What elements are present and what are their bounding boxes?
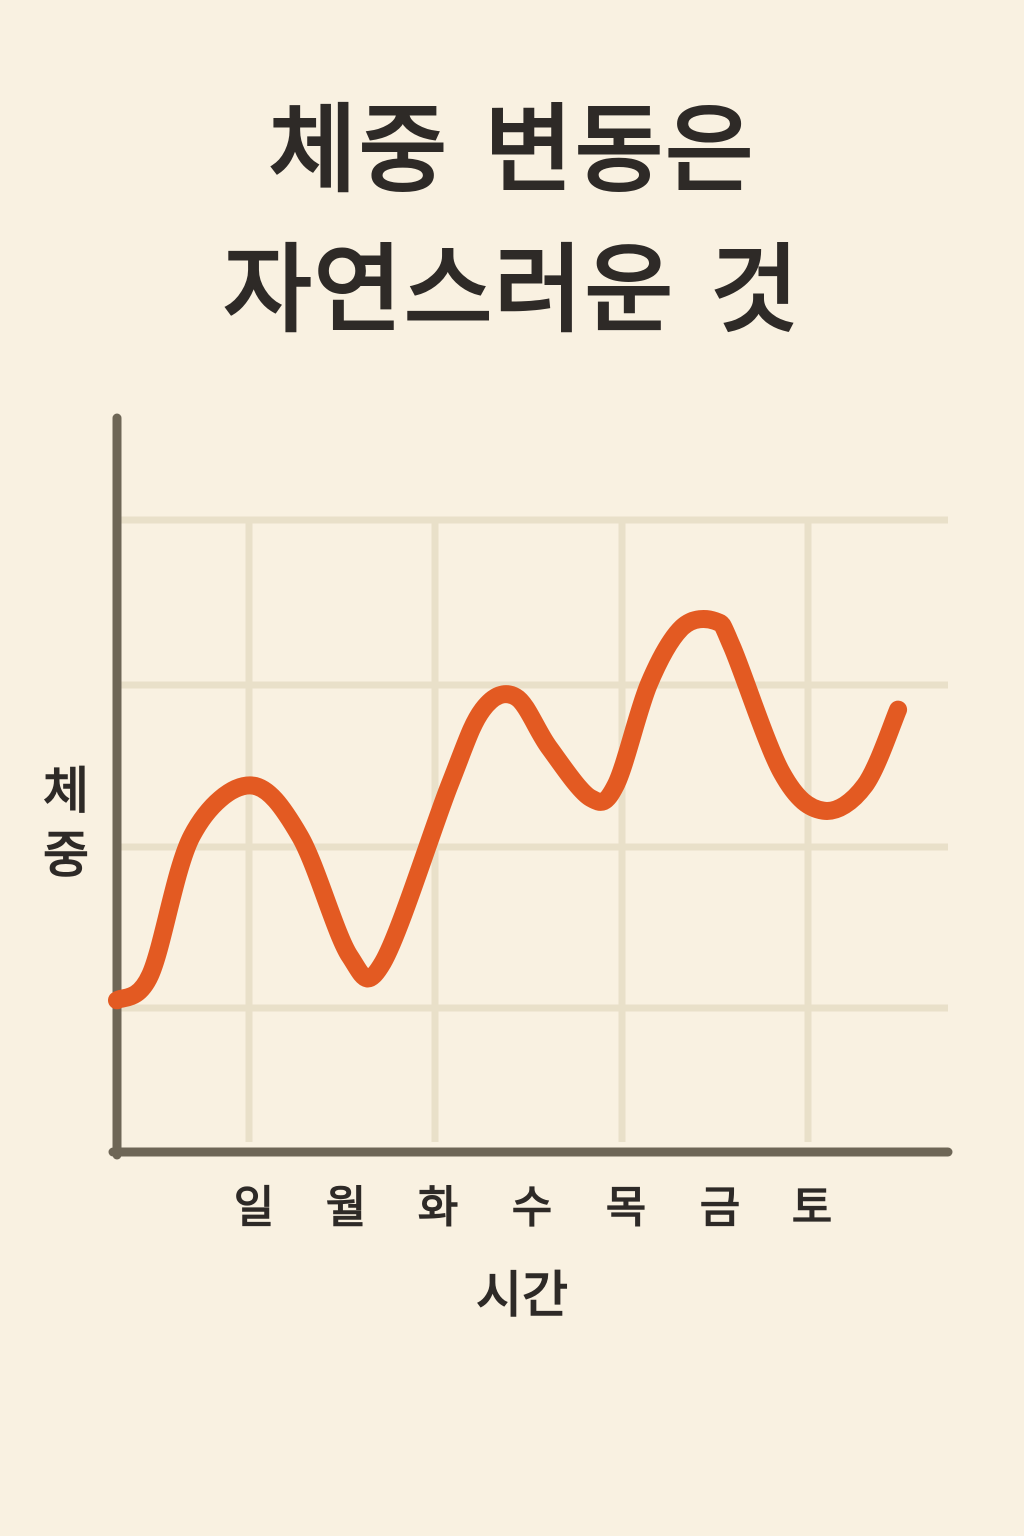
x-tick-label: 화 bbox=[418, 1182, 458, 1233]
weight-data-point bbox=[731, 646, 732, 647]
weight-data-point bbox=[482, 709, 483, 710]
weight-data-point bbox=[781, 772, 782, 773]
weight-data-point bbox=[715, 621, 716, 622]
x-axis-title: 시간 bbox=[476, 1266, 568, 1324]
x-tick-label: 금 bbox=[700, 1182, 740, 1233]
weight-data-point bbox=[682, 627, 683, 628]
chart-title-line-1: 체중 변동은 bbox=[268, 94, 756, 206]
weight-data-point bbox=[864, 785, 865, 786]
weight-data-point bbox=[549, 747, 550, 748]
weight-data-point bbox=[299, 836, 300, 837]
chart-title-line-2: 자연스러운 것 bbox=[223, 234, 801, 346]
weight-series-line bbox=[108, 609, 908, 1010]
weight-data-point bbox=[615, 785, 616, 786]
weight-data-point bbox=[648, 684, 649, 685]
weight-data-point bbox=[349, 956, 350, 957]
x-tick-label: 목 bbox=[606, 1182, 646, 1233]
weight-data-point bbox=[250, 785, 251, 786]
weight-data-point bbox=[590, 798, 591, 799]
x-tick-label: 수 bbox=[512, 1182, 552, 1233]
weight-data-point bbox=[823, 810, 824, 811]
x-tick-label: 토 bbox=[792, 1182, 832, 1233]
axes bbox=[108, 413, 953, 1160]
grid bbox=[117, 516, 948, 1142]
chart-title: 체중 변동은 자연스러운 것 bbox=[0, 80, 1024, 360]
x-tick-label: 일 bbox=[234, 1182, 274, 1233]
weight-data-point bbox=[117, 1000, 118, 1001]
series bbox=[108, 609, 908, 1010]
x-tick-label: 월 bbox=[326, 1182, 366, 1233]
weight-data-point bbox=[449, 785, 450, 786]
weight-data-point bbox=[515, 697, 516, 698]
weight-data-point bbox=[898, 709, 899, 710]
weight-data-point bbox=[382, 962, 383, 963]
axis-labels: 시간 체 중 bbox=[43, 762, 568, 1324]
weight-data-point bbox=[150, 975, 151, 976]
weight-data-point bbox=[191, 836, 192, 837]
